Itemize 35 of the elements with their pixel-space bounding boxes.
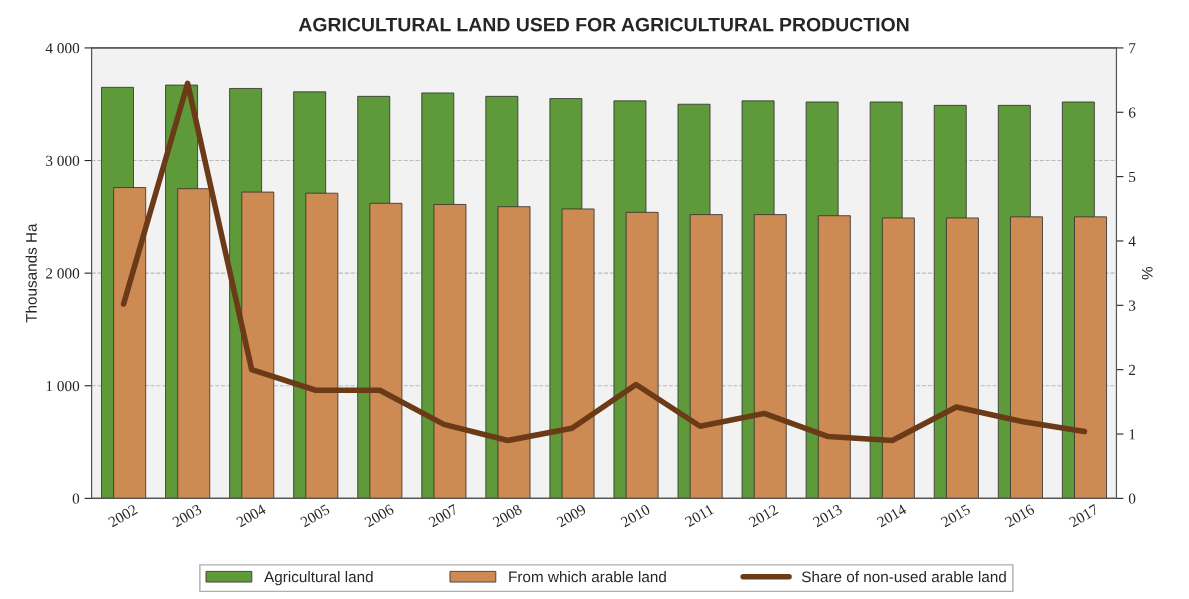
y2-tick-label: 6: [1128, 107, 1136, 118]
x-tick-label: 2012: [748, 504, 779, 528]
x-tick-label: 2002: [107, 504, 138, 528]
y2-axis-title: %: [1141, 266, 1153, 280]
x-tick-label: 2003: [171, 503, 203, 528]
y2-tick-label: 0: [1128, 493, 1136, 504]
legend-label: Share of non-used arable land: [801, 571, 1006, 583]
x-tick-label: 2008: [492, 503, 523, 528]
x-tick-label: 2016: [1004, 503, 1036, 528]
y-tick-label: 0: [72, 493, 80, 504]
y-tick-label: 4 000: [45, 43, 80, 54]
chart-title: AGRICULTURAL LAND USED FOR AGRICULTURAL PRODUCTION: [298, 17, 909, 32]
y-tick-label: 1 000: [46, 380, 80, 392]
x-tick-label: 2010: [620, 503, 651, 528]
y2-tick-label: 3: [1129, 300, 1136, 311]
x-tick-label: 2005: [299, 503, 331, 528]
x-tick-label: 2014: [876, 503, 908, 528]
y2-tick-label: 1: [1129, 429, 1135, 440]
x-tick-label: 2011: [684, 504, 715, 528]
x-tick-label: 2006: [363, 503, 395, 528]
x-tick-label: 2007: [427, 503, 459, 528]
x-tick-label: 2004: [235, 503, 267, 528]
y2-tick-label: 5: [1129, 171, 1136, 183]
x-tick-label: 2013: [812, 503, 843, 528]
x-tick-label: 2009: [556, 503, 587, 528]
y2-tick-label: 2: [1128, 364, 1136, 375]
x-tick-label: 2015: [940, 503, 971, 528]
y-tick-label: 3 000: [46, 155, 80, 166]
y2-tick-label: 7: [1129, 43, 1136, 54]
y-axis-title: Thousands Ha: [25, 223, 37, 323]
y-tick-label: 2 000: [46, 268, 80, 279]
legend-label: Agricultural land: [264, 571, 373, 586]
legend-label: From which arable land: [509, 571, 666, 583]
x-tick-label: 2017: [1068, 503, 1100, 528]
y2-tick-label: 4: [1128, 236, 1136, 247]
